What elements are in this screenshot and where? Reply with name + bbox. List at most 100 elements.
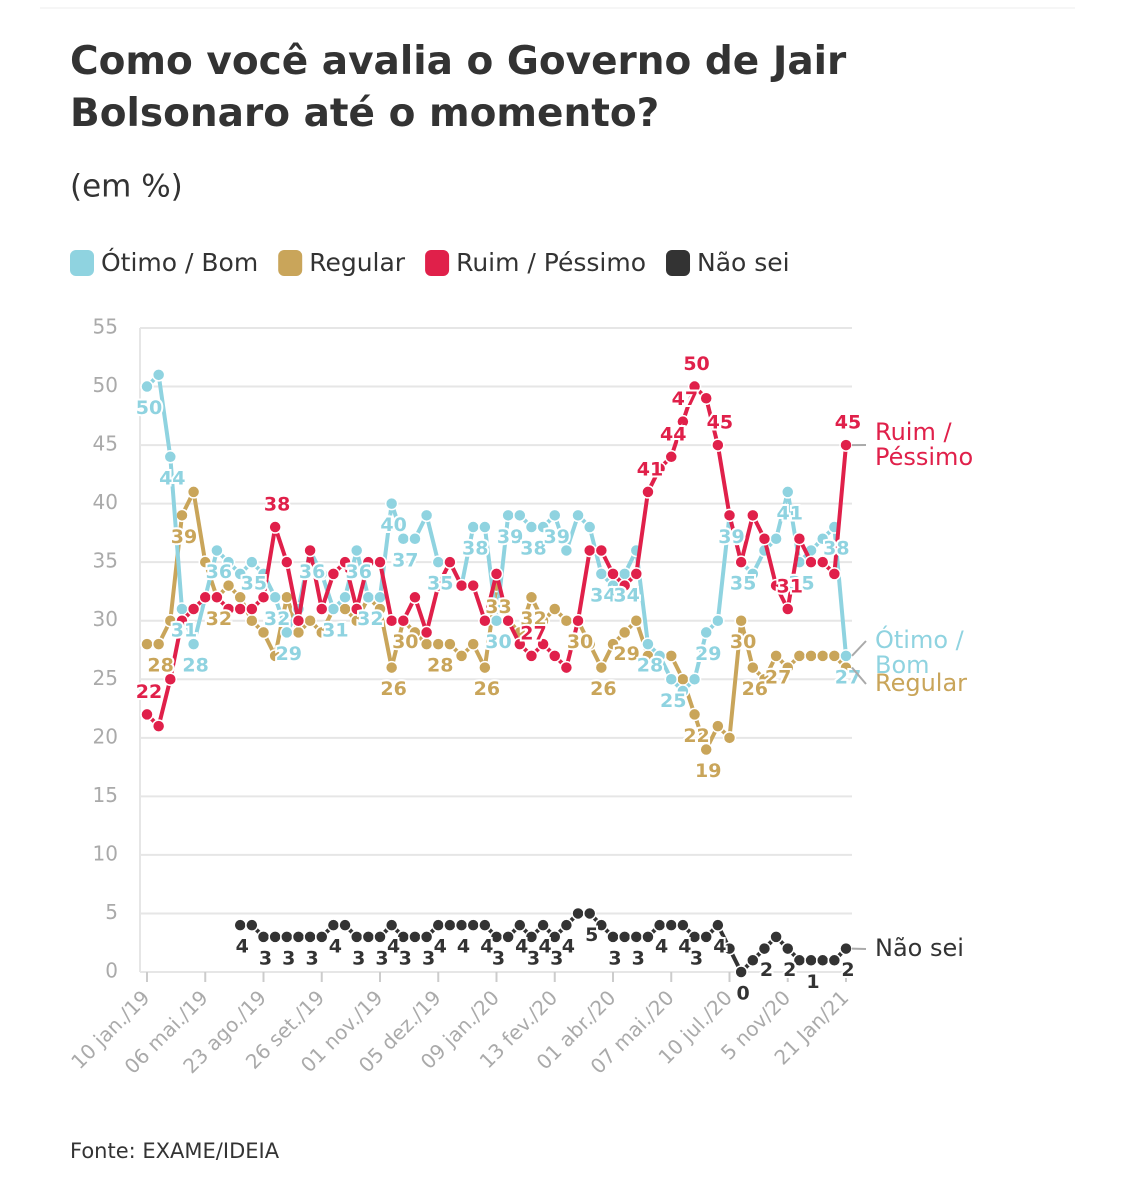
source: Fonte: EXAME/IDEIA [70, 1139, 280, 1163]
data-point [419, 637, 434, 651]
data-point [629, 930, 644, 944]
data-point [256, 625, 271, 640]
data-point [629, 567, 644, 581]
data-point [419, 930, 434, 944]
data-label: 35 [241, 573, 267, 595]
data-point [582, 637, 597, 651]
data-point [268, 930, 282, 944]
data-point [408, 532, 422, 546]
data-point [408, 930, 422, 944]
data-point [140, 379, 154, 394]
data-label: 19 [695, 760, 721, 782]
data-label: 36 [345, 561, 371, 583]
data-point [711, 613, 725, 628]
data-label: 30 [730, 631, 756, 653]
data-point [326, 567, 341, 581]
data-label: 4 [562, 936, 575, 958]
data-point [769, 532, 783, 546]
data-point [198, 555, 212, 569]
data-point [186, 637, 201, 651]
data-point [722, 731, 737, 745]
legend-swatch [278, 250, 303, 276]
data-point [559, 660, 574, 675]
data-point [676, 684, 690, 698]
data-label: 4 [713, 936, 726, 958]
data-label: 44 [159, 467, 185, 489]
data-label: 30 [392, 631, 418, 653]
data-point [303, 930, 317, 944]
data-point [221, 578, 236, 593]
data-label: 27 [765, 666, 791, 688]
data-point [769, 649, 783, 663]
data-point [315, 930, 329, 944]
data-point [466, 918, 480, 932]
data-label: 30 [485, 631, 511, 653]
data-point [268, 520, 282, 534]
data-point [594, 543, 609, 558]
data-label: 3 [608, 947, 621, 969]
y-tick-label: 30 [93, 607, 118, 631]
data-point [384, 496, 399, 511]
data-label: 39 [544, 526, 570, 548]
data-point [291, 930, 306, 944]
data-label: 1 [806, 971, 819, 993]
data-label: 38 [264, 494, 290, 516]
data-point [827, 649, 842, 663]
data-point [617, 567, 632, 581]
data-label: 45 [707, 412, 733, 434]
data-point [233, 567, 247, 581]
data-point [198, 590, 212, 605]
legend-label: Ruim / Péssimo [456, 248, 646, 277]
data-point [431, 918, 445, 932]
data-label: 4 [457, 936, 470, 958]
data-point [734, 555, 748, 569]
data-point [769, 930, 783, 944]
data-point [559, 543, 574, 558]
data-point [315, 602, 329, 616]
data-point [722, 941, 737, 956]
data-label: 0 [737, 983, 750, 1005]
data-point [349, 602, 364, 616]
data-point [839, 649, 853, 663]
data-point [326, 918, 341, 932]
data-label: 39 [718, 526, 744, 548]
data-label: 34 [590, 584, 616, 606]
data-point [478, 520, 492, 534]
data-point [175, 508, 189, 523]
data-point [186, 485, 201, 499]
data-point [664, 672, 678, 687]
data-point [652, 918, 667, 932]
data-label: 28 [147, 655, 173, 677]
end-label: Ótimo / Bom [875, 626, 964, 679]
data-point [396, 613, 411, 628]
data-point [443, 918, 457, 932]
data-label: 26 [380, 678, 406, 700]
data-point [827, 567, 842, 581]
data-point [349, 930, 364, 944]
data-point [734, 965, 748, 979]
data-point [815, 953, 830, 968]
data-label: 3 [632, 947, 645, 969]
data-point [746, 953, 760, 968]
data-point [676, 414, 690, 429]
data-point [268, 649, 282, 663]
data-label: 50 [683, 353, 709, 375]
data-label: 32 [520, 608, 546, 630]
data-point [582, 906, 597, 921]
data-point [256, 590, 271, 605]
data-point [373, 555, 387, 569]
data-point [419, 625, 434, 640]
data-point [513, 918, 527, 932]
data-point [792, 532, 807, 546]
data-point [186, 602, 201, 616]
data-point [245, 555, 259, 569]
data-point [617, 930, 632, 944]
data-label: 29 [695, 643, 721, 665]
data-label: 4 [678, 936, 691, 958]
chart-title: Como você avalia o Governo de Jair Bolso… [70, 39, 847, 136]
data-label: 3 [422, 947, 435, 969]
data-point [804, 953, 818, 968]
data-point [746, 660, 760, 675]
data-point [140, 637, 154, 651]
